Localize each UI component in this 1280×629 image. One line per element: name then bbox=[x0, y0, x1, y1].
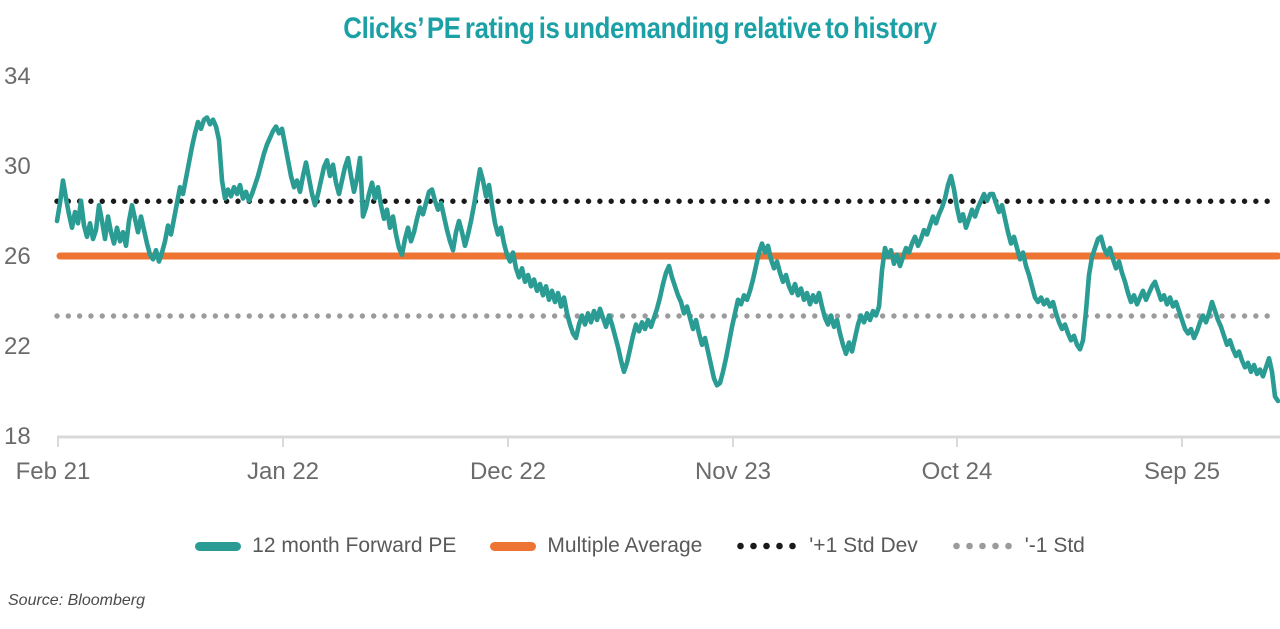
legend-item: '-1 Std bbox=[952, 534, 1085, 558]
forward-pe-line bbox=[54, 115, 1280, 404]
y-tick-label: 26 bbox=[4, 243, 31, 270]
legend-label: '+1 Std Dev bbox=[809, 534, 918, 557]
legend-line-swatch-icon bbox=[195, 541, 242, 551]
x-tick-label: Dec 22 bbox=[469, 458, 547, 485]
chart-title-row: Clicks’ PE rating is undemanding relativ… bbox=[0, 12, 1280, 46]
legend-label: '-1 Std bbox=[1024, 534, 1085, 557]
y-tick-label: 18 bbox=[4, 423, 31, 450]
legend-label: Multiple Average bbox=[547, 534, 703, 557]
legend-dot bbox=[789, 542, 797, 550]
legend-dot bbox=[750, 542, 758, 550]
chart-legend: 12 month Forward PE Multiple Average '+1 S… bbox=[0, 534, 1280, 558]
legend-item: 12 month Forward PE bbox=[195, 534, 456, 558]
legend-line-swatch-icon bbox=[490, 541, 537, 551]
legend-dot bbox=[991, 542, 999, 550]
legend-dot bbox=[763, 542, 771, 550]
legend-dotted-swatch-icon bbox=[952, 542, 1012, 550]
legend-dot bbox=[965, 542, 973, 550]
y-tick-label: 22 bbox=[4, 333, 31, 360]
legend-dot bbox=[737, 542, 745, 550]
y-tick-label: 34 bbox=[4, 63, 31, 90]
x-tick-label: Jan 22 bbox=[246, 458, 320, 485]
legend-item: '+1 Std Dev bbox=[736, 534, 918, 558]
legend-dot bbox=[776, 542, 784, 550]
x-tick-label: Nov 23 bbox=[694, 458, 772, 485]
legend-label: 12 month Forward PE bbox=[252, 534, 457, 557]
chart-title: Clicks’ PE rating is undemanding relativ… bbox=[343, 12, 937, 45]
x-tick-label: Oct 24 bbox=[921, 458, 993, 485]
x-tick-label: Feb 21 bbox=[15, 458, 91, 485]
legend-dot bbox=[978, 542, 986, 550]
legend-dot bbox=[952, 542, 960, 550]
legend-item: Multiple Average bbox=[490, 534, 702, 558]
x-tick-label: Sep 25 bbox=[1143, 458, 1221, 485]
legend-dotted-swatch-icon bbox=[737, 542, 797, 550]
source-note: Source: Bloomberg bbox=[8, 592, 145, 609]
y-tick-label: 30 bbox=[4, 153, 31, 180]
legend-dot bbox=[1004, 542, 1012, 550]
